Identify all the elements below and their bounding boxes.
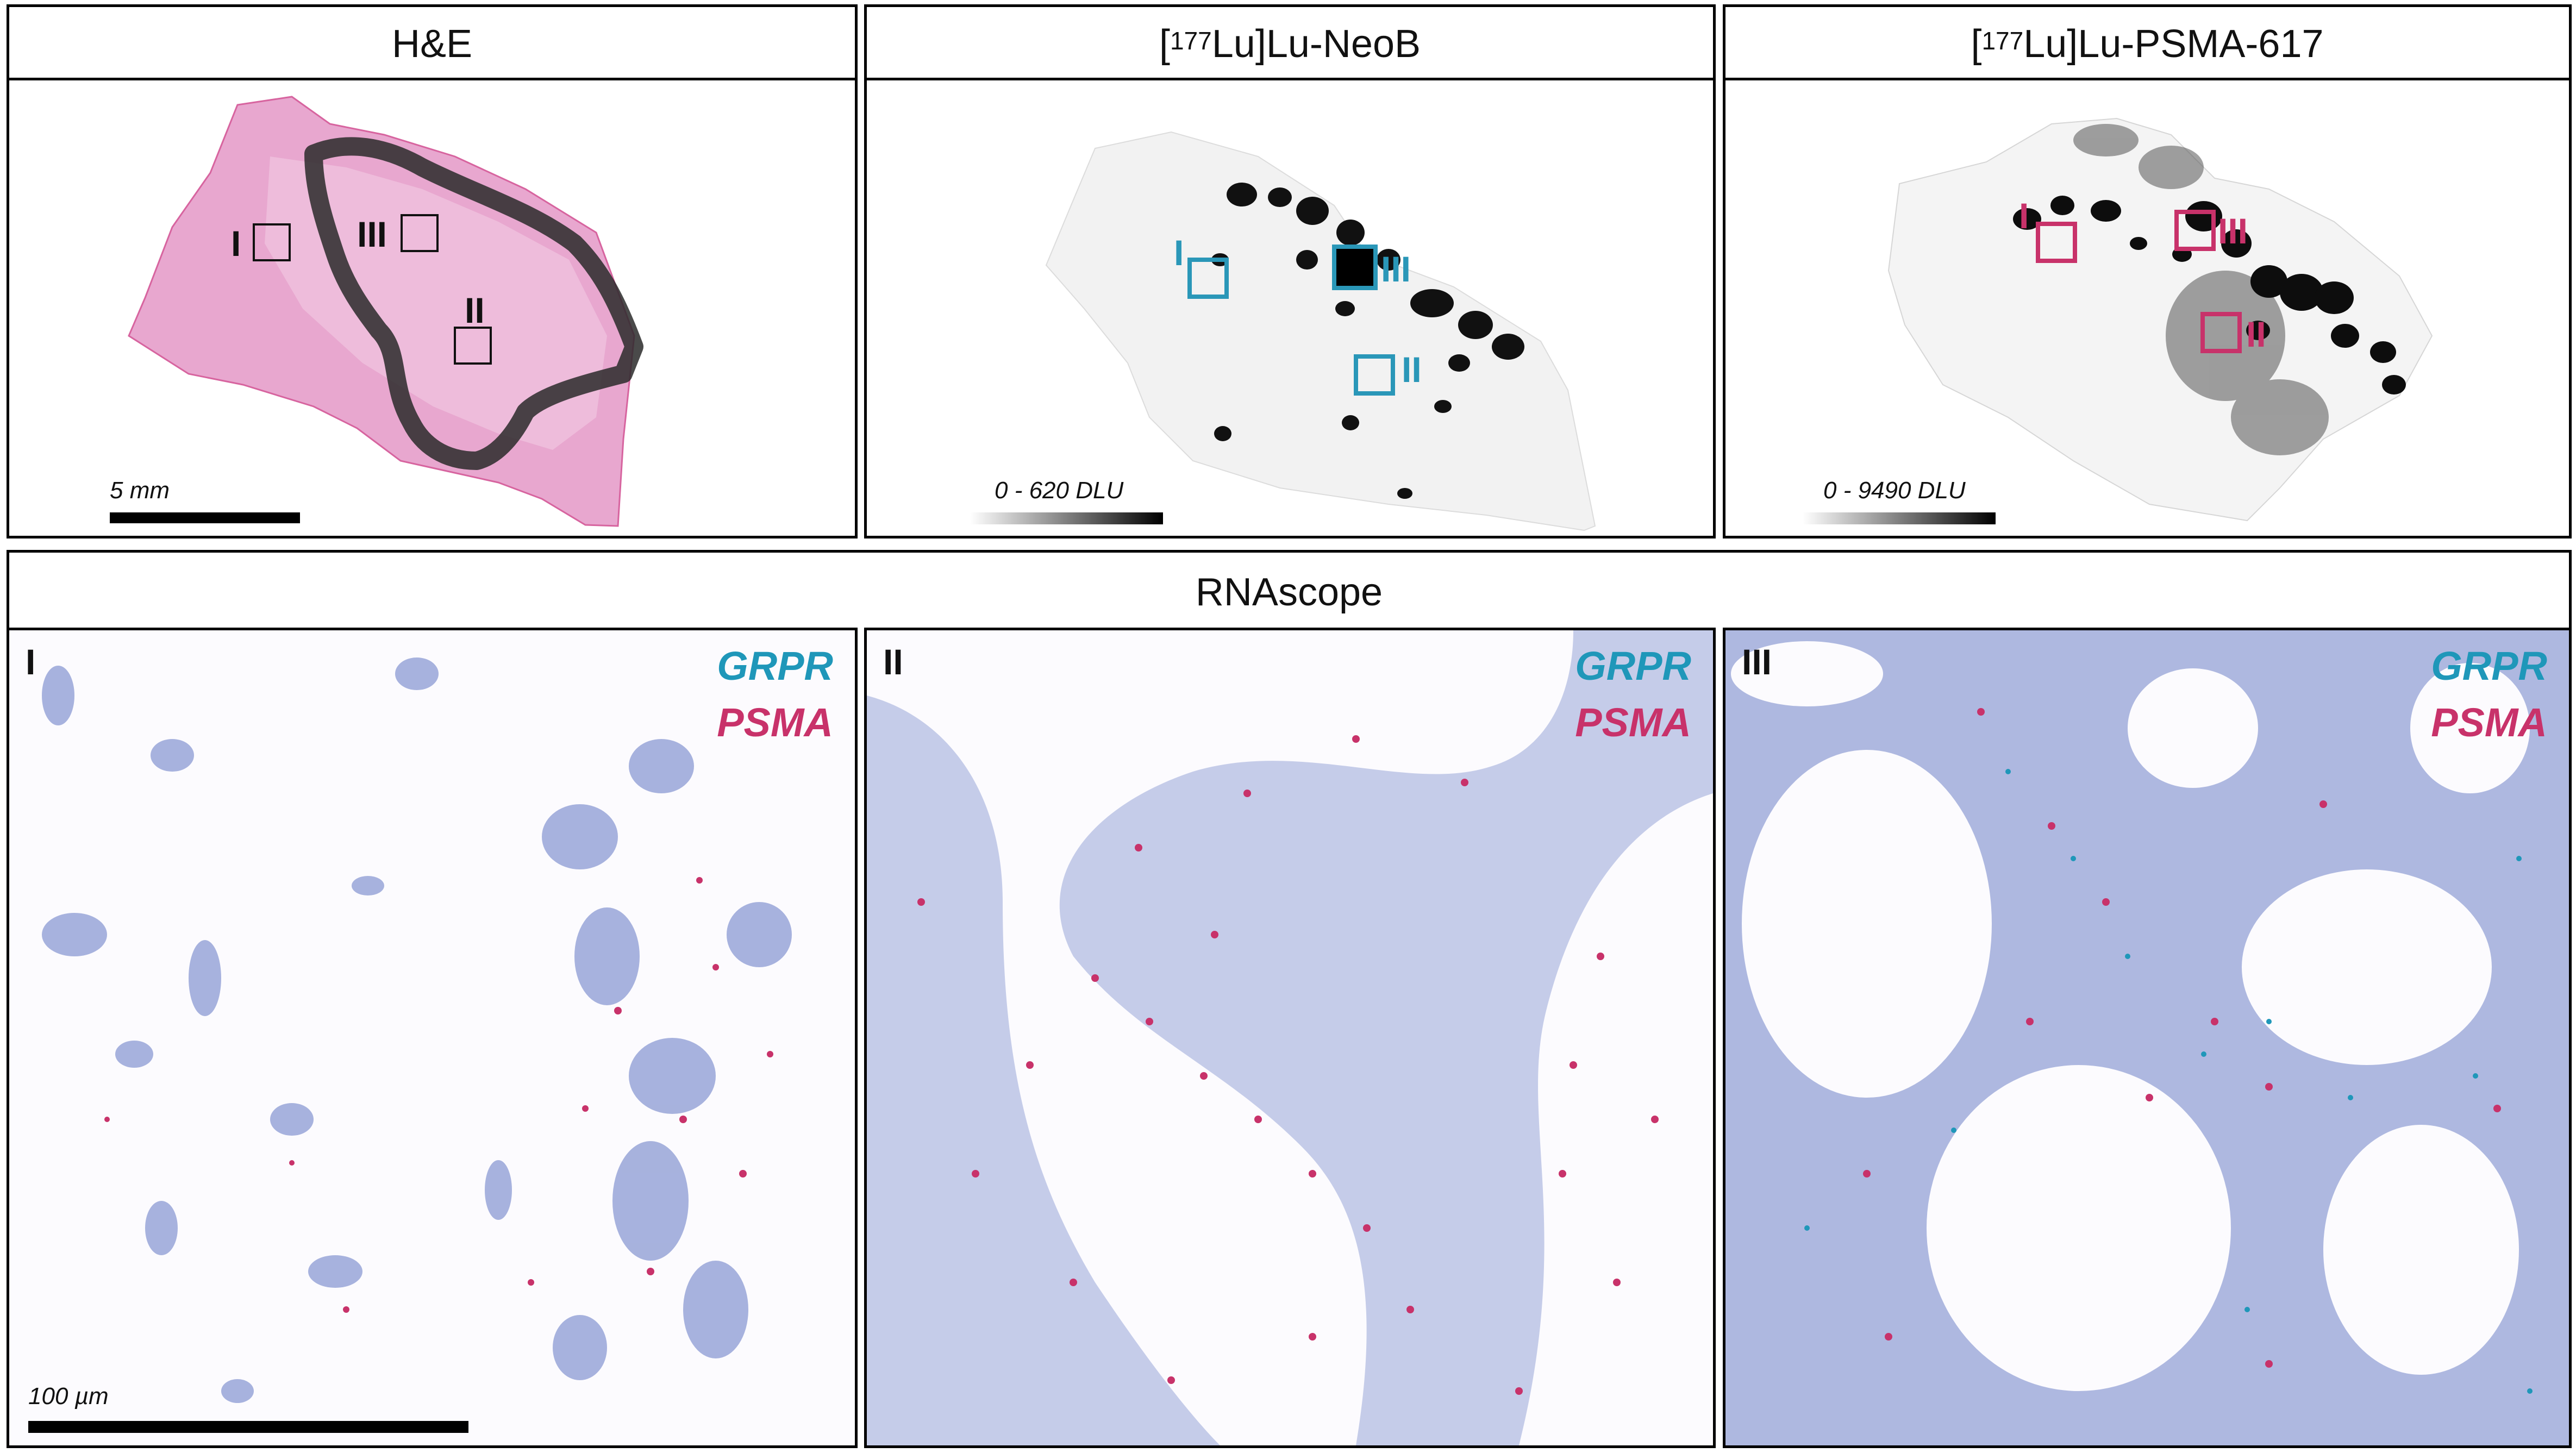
neob-title-text: Lu]Lu-NeoB bbox=[1211, 22, 1421, 66]
psma-panel-title: [177 Lu]Lu-PSMA-617 bbox=[1723, 4, 2572, 80]
legend-grpr: GRPR bbox=[1575, 643, 1691, 688]
legend-grpr: GRPR bbox=[2431, 643, 2547, 688]
rnascope-panel-3-legend: GRPR PSMA bbox=[2431, 638, 2547, 751]
psma-region-label-3: III bbox=[2218, 211, 2248, 251]
rnascope-panel-3: III GRPR PSMA bbox=[1723, 628, 2572, 1448]
psma-intensity-bar bbox=[1803, 512, 1996, 524]
he-scale-label: 5 mm bbox=[110, 477, 170, 504]
rnascope-panel-2-label: II bbox=[883, 642, 903, 682]
he-region-label-1: I bbox=[231, 223, 241, 264]
psma-region-label-2: II bbox=[2246, 314, 2266, 354]
rnascope-title-text: RNAscope bbox=[1195, 570, 1383, 614]
rnascope-panel-3-label: III bbox=[1742, 642, 1772, 682]
he-scale-bar bbox=[110, 512, 300, 523]
neob-region-label-2: II bbox=[1402, 349, 1422, 390]
neob-autoradiography-image: I III II bbox=[1045, 131, 1596, 531]
rnascope-image-2 bbox=[867, 630, 1713, 1445]
neob-region-label-3: III bbox=[1381, 249, 1411, 289]
psma-scale-label: 0 - 9490 DLU bbox=[1823, 477, 1966, 504]
legend-psma: PSMA bbox=[717, 700, 833, 745]
psma-region-label-1: I bbox=[2019, 196, 2029, 236]
rnascope-title: RNAscope bbox=[7, 550, 2572, 631]
rnascope-panel-2-legend: GRPR PSMA bbox=[1575, 638, 1691, 751]
neob-title-bracket: [ bbox=[1159, 22, 1170, 66]
psma-autoradiography-image: I III II bbox=[1887, 117, 2433, 522]
rnascope-panel-1-legend: GRPR PSMA bbox=[717, 638, 833, 751]
neob-image-panel: I III II 0 - 620 DLU bbox=[864, 78, 1716, 538]
he-title-text: H&E bbox=[391, 22, 473, 66]
he-region-label-2: II bbox=[465, 290, 485, 330]
rnascope-panel-2: II GRPR PSMA bbox=[864, 628, 1716, 1448]
neob-title-sup: 177 bbox=[1170, 26, 1212, 55]
rnascope-scale-label: 100 µm bbox=[28, 1383, 109, 1410]
legend-grpr: GRPR bbox=[717, 643, 833, 688]
rnascope-scale-bar bbox=[28, 1421, 468, 1433]
psma-title-text: Lu]Lu-PSMA-617 bbox=[2023, 22, 2324, 66]
rnascope-image-3 bbox=[1725, 630, 2569, 1445]
neob-region-label-1: I bbox=[1174, 233, 1184, 273]
neob-intensity-bar bbox=[970, 512, 1163, 524]
he-region-label-3: III bbox=[357, 214, 387, 254]
legend-psma: PSMA bbox=[1575, 700, 1691, 745]
legend-psma: PSMA bbox=[2431, 700, 2547, 745]
rnascope-panel-1: I GRPR PSMA 100 µm bbox=[7, 628, 858, 1448]
rnascope-panel-1-label: I bbox=[26, 642, 36, 682]
rnascope-image-1 bbox=[9, 630, 855, 1445]
neob-scale-label: 0 - 620 DLU bbox=[995, 477, 1124, 504]
he-image-panel: I III II 5 mm bbox=[7, 78, 858, 538]
he-panel-title: H&E bbox=[7, 4, 858, 80]
psma-image-panel: I III II 0 - 9490 DLU bbox=[1723, 78, 2572, 538]
psma-title-sup: 177 bbox=[1981, 26, 2024, 55]
neob-panel-title: [177 Lu]Lu-NeoB bbox=[864, 4, 1716, 80]
he-tissue-image bbox=[128, 96, 643, 527]
psma-title-bracket: [ bbox=[1971, 22, 1982, 66]
